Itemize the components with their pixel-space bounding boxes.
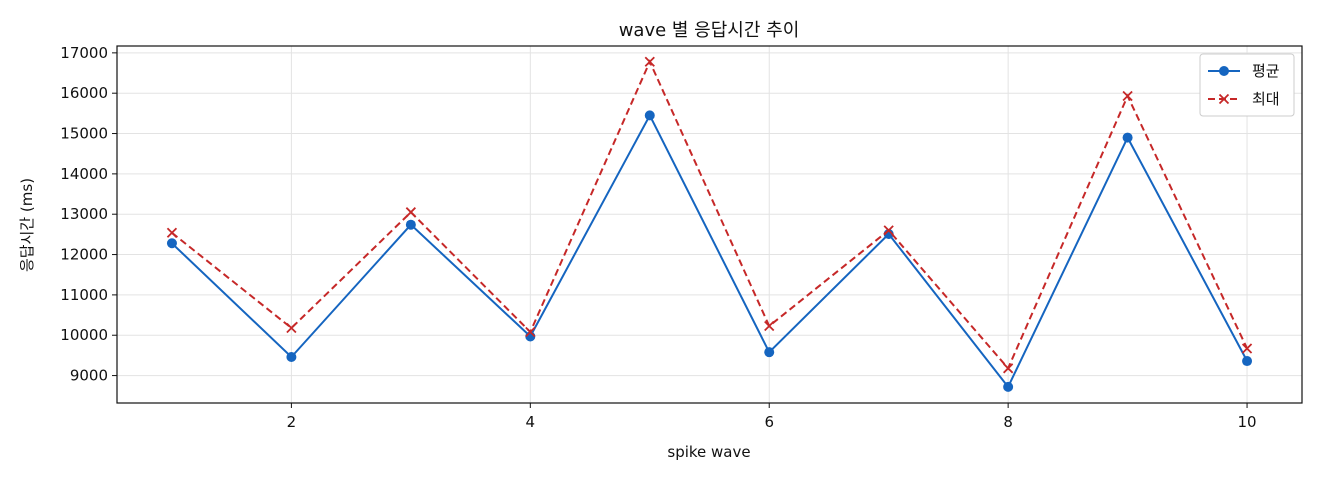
y-tick-label: 15000 xyxy=(60,125,108,143)
series-line xyxy=(171,59,1249,371)
x-tick-label: 10 xyxy=(1238,413,1257,431)
y-tick-label: 16000 xyxy=(60,84,108,102)
y-axis-label: 응답시간 (ms) xyxy=(18,178,36,272)
data-point-x xyxy=(405,207,416,218)
plot-frame xyxy=(116,45,1303,404)
y-tick-label: 11000 xyxy=(60,286,108,304)
data-point-x xyxy=(883,225,894,236)
legend-item: 최대 xyxy=(1208,90,1280,108)
data-point-x xyxy=(1003,363,1014,374)
data-point-circle xyxy=(1122,132,1133,143)
x-tick-label: 8 xyxy=(1003,413,1013,431)
legend-label: 최대 xyxy=(1252,90,1280,108)
data-point-x xyxy=(1218,93,1230,105)
x-axis-label: spike wave xyxy=(667,443,750,461)
data-point-x xyxy=(1122,90,1133,102)
series-1 xyxy=(166,110,1253,392)
y-tick-label: 17000 xyxy=(60,44,108,62)
x-tick-label: 4 xyxy=(526,413,536,431)
data-point-circle xyxy=(1003,381,1014,392)
grid-lines xyxy=(117,46,1302,403)
series-2 xyxy=(166,56,1253,374)
chart-title: wave 별 응답시간 추이 xyxy=(619,20,800,41)
data-point-x xyxy=(1241,343,1253,354)
x-tick-label: 2 xyxy=(287,413,297,431)
data-point-circle xyxy=(1219,66,1229,76)
data-point-circle xyxy=(405,219,416,230)
legend-label: 평균 xyxy=(1252,62,1280,80)
data-point-circle xyxy=(764,347,775,358)
data-point-x xyxy=(764,320,775,332)
y-tick-label: 14000 xyxy=(60,165,108,183)
data-point-circle xyxy=(166,238,177,249)
data-point-x xyxy=(644,56,655,67)
y-tick-label: 9000 xyxy=(70,367,108,385)
x-tick-label: 6 xyxy=(764,413,774,431)
series-layer xyxy=(166,56,1253,392)
data-point-circle xyxy=(644,110,655,121)
legend-item: 평균 xyxy=(1208,62,1280,80)
y-tick-label: 10000 xyxy=(60,326,108,344)
axis-ticks: 2 4 6 8 10 9000 10000 11000 12000 13000 14000 15000… xyxy=(60,44,1256,431)
data-point-x xyxy=(525,326,536,338)
series-line xyxy=(171,113,1248,389)
data-point-circle xyxy=(1242,356,1253,367)
legend-frame xyxy=(1199,53,1295,117)
data-point-circle xyxy=(286,352,297,363)
data-point-x xyxy=(166,227,178,238)
data-point-x xyxy=(286,322,297,334)
y-tick-label: 13000 xyxy=(60,205,108,223)
y-tick-label: 12000 xyxy=(60,246,108,264)
